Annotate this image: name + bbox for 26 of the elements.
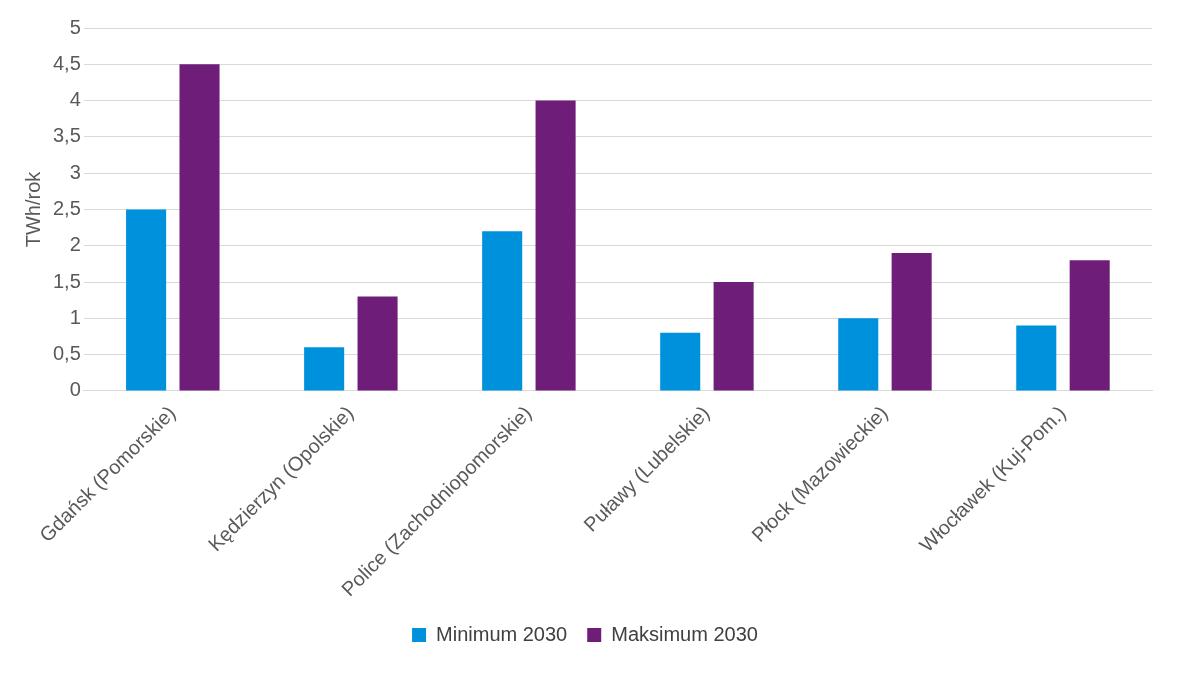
y-tick-label: 1,5 [52,269,81,292]
y-tick-label: 0 [69,378,81,401]
legend-label: Minimum 2030 [436,622,568,645]
y-tick-label: 3 [69,160,81,183]
bar [1016,325,1057,391]
bar [838,318,879,391]
bar [1069,260,1110,391]
legend-label: Maksimum 2030 [611,622,758,645]
bar [891,252,932,391]
y-tick-label: 3,5 [52,124,81,147]
bar [304,347,345,391]
y-tick-label: 1 [69,305,81,328]
y-tick-label: 5 [69,15,81,38]
bar [713,282,754,391]
bar [179,64,220,391]
bar [535,100,576,391]
y-axis-title: TWh/rok [21,170,44,248]
y-tick-label: 4,5 [52,51,81,74]
y-tick-label: 2,5 [52,196,81,219]
bar [482,231,523,391]
bar [660,332,701,391]
y-tick-label: 0,5 [52,342,81,365]
y-tick-label: 2 [69,233,81,256]
bar [357,296,398,391]
y-tick-label: 4 [69,88,81,111]
bar [126,209,167,391]
